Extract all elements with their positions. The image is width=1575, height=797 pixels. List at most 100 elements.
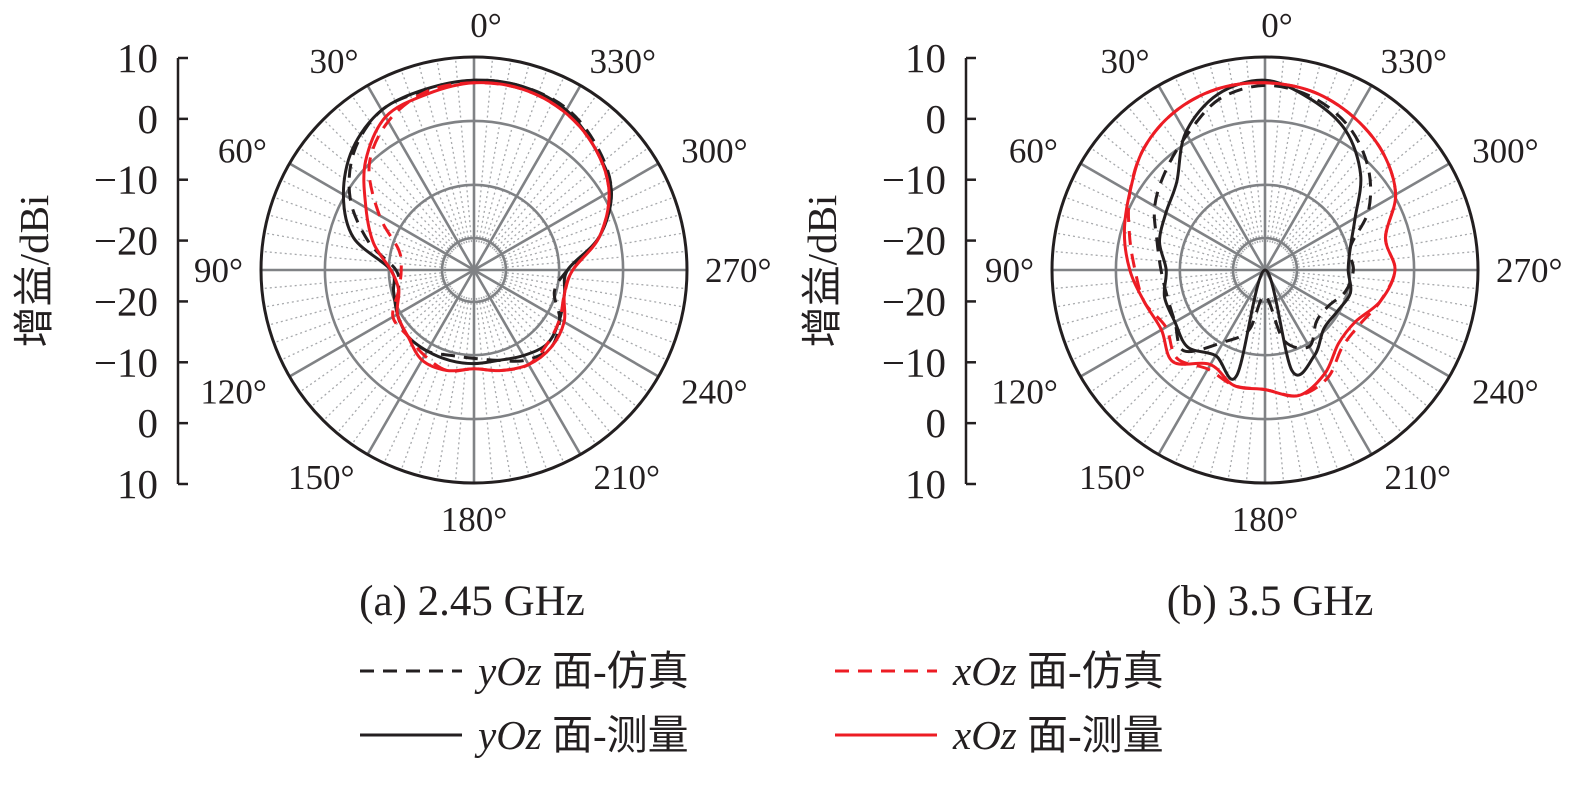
minor-radial-line — [1142, 95, 1250, 248]
angle-label: 30° — [310, 42, 359, 81]
gain-tick-label: 0 — [926, 400, 947, 446]
minor-radial-line — [1280, 292, 1388, 445]
gain-tick-label: −20 — [882, 218, 946, 264]
angle-label: 240° — [1472, 373, 1539, 412]
minor-radial-line — [500, 276, 680, 326]
minor-radial-line — [1071, 179, 1240, 259]
gain-tick-label: −20 — [94, 218, 158, 264]
major-radial-line — [1263, 269, 1373, 456]
minor-radial-line — [1127, 291, 1248, 434]
minor-radial-line — [475, 297, 494, 483]
series-line-1 — [367, 81, 611, 373]
minor-radial-line — [1142, 292, 1250, 445]
caption-a: (a) 2.45 GHz — [359, 578, 585, 625]
minor-radial-line — [1284, 118, 1417, 251]
gain-axis-title: 增益/dBi — [799, 195, 845, 348]
angle-label: 150° — [288, 458, 355, 497]
minor-radial-line — [436, 60, 470, 243]
minor-radial-line — [1191, 296, 1257, 471]
minor-radial-line — [501, 232, 684, 266]
minor-radial-line — [1290, 281, 1459, 361]
minor-radial-line — [1059, 276, 1239, 326]
minor-radial-line — [268, 276, 448, 326]
minor-radial-line — [1290, 179, 1459, 259]
minor-radial-line — [1245, 297, 1264, 483]
angle-label: 210° — [594, 458, 661, 497]
minor-radial-line — [475, 57, 494, 243]
minor-radial-line — [1276, 76, 1356, 245]
gain-tick-label: −10 — [94, 157, 158, 203]
minor-radial-line — [1282, 291, 1403, 434]
caption-b: (b) 3.5 GHz — [1167, 578, 1374, 625]
minor-radial-line — [496, 285, 649, 393]
minor-radial-line — [1191, 69, 1257, 244]
minor-radial-line — [1291, 196, 1466, 262]
minor-radial-line — [491, 291, 612, 434]
minor-radial-line — [1284, 289, 1417, 422]
minor-radial-line — [482, 69, 548, 244]
minor-radial-line — [491, 106, 612, 249]
minor-radial-line — [1127, 106, 1248, 249]
gain-tick-label: −20 — [94, 278, 158, 324]
major-radial-line — [1079, 162, 1266, 272]
angle-label: 270° — [705, 251, 772, 290]
angle-label: 120° — [991, 373, 1058, 412]
angle-label: 60° — [218, 132, 267, 171]
minor-radial-line — [1292, 274, 1475, 308]
minor-radial-line — [299, 285, 452, 393]
minor-radial-line — [1113, 118, 1246, 251]
minor-radial-line — [1292, 232, 1475, 266]
minor-radial-line — [418, 296, 468, 476]
angle-label: 0° — [1261, 6, 1293, 45]
minor-radial-line — [1101, 132, 1244, 253]
gain-tick-label: −20 — [882, 278, 946, 324]
series-line-0 — [347, 78, 613, 363]
major-radial-line — [1157, 269, 1267, 456]
major-radial-line — [473, 162, 660, 272]
grid-circle — [1114, 119, 1416, 421]
angle-label: 90° — [985, 251, 1034, 290]
angle-label: 270° — [1496, 251, 1563, 290]
gain-tick-label: 0 — [926, 96, 947, 142]
minor-radial-line — [1052, 250, 1238, 269]
gain-tick-label: 0 — [138, 400, 159, 446]
outer-circle — [1050, 55, 1480, 485]
minor-radial-line — [273, 278, 448, 344]
legend-kind: 面-测量 — [1017, 712, 1164, 758]
polar-chart-a: 0° 30° 60° 90° 120° 150° 180° 210° 240° 270° 300° 3… — [11, 6, 772, 539]
major-radial-line — [1264, 162, 1451, 272]
minor-radial-line — [478, 297, 512, 480]
major-radial-line — [472, 84, 582, 271]
legend-label-0: yOz 面-仿真 — [474, 648, 689, 694]
minor-radial-line — [501, 274, 684, 308]
minor-radial-line — [499, 281, 668, 361]
minor-radial-line — [1245, 57, 1264, 243]
angle-label: 60° — [1009, 132, 1058, 171]
angle-label: 300° — [1472, 132, 1539, 171]
minor-radial-line — [264, 232, 447, 266]
minor-radial-line — [493, 289, 626, 422]
minor-radial-line — [482, 296, 548, 471]
minor-radial-line — [1052, 271, 1238, 290]
minor-radial-line — [489, 292, 597, 445]
minor-radial-line — [1273, 296, 1339, 471]
minor-radial-line — [500, 278, 675, 344]
angle-labels: 0° 30° 60° 90° 120° 150° 180° 210° 240° 270° 300° 3… — [194, 6, 772, 539]
legend-label-3: xOz 面-测量 — [952, 712, 1164, 758]
grid-circle — [1178, 183, 1352, 357]
minor-radial-line — [322, 118, 455, 251]
minor-radial-line — [310, 287, 453, 408]
minor-radial-line — [383, 76, 463, 245]
series-line-3 — [362, 81, 611, 373]
angle-label: 210° — [1385, 458, 1452, 497]
minor-radial-line — [1064, 196, 1239, 262]
angle-label: 180° — [441, 500, 508, 539]
minor-radial-line — [1064, 278, 1239, 344]
minor-radial-line — [454, 297, 473, 483]
minor-radial-line — [418, 64, 468, 244]
angle-label: 330° — [1381, 42, 1448, 81]
angle-label: 150° — [1079, 458, 1146, 497]
minor-radial-line — [280, 179, 449, 259]
minor-radial-line — [1269, 60, 1303, 243]
